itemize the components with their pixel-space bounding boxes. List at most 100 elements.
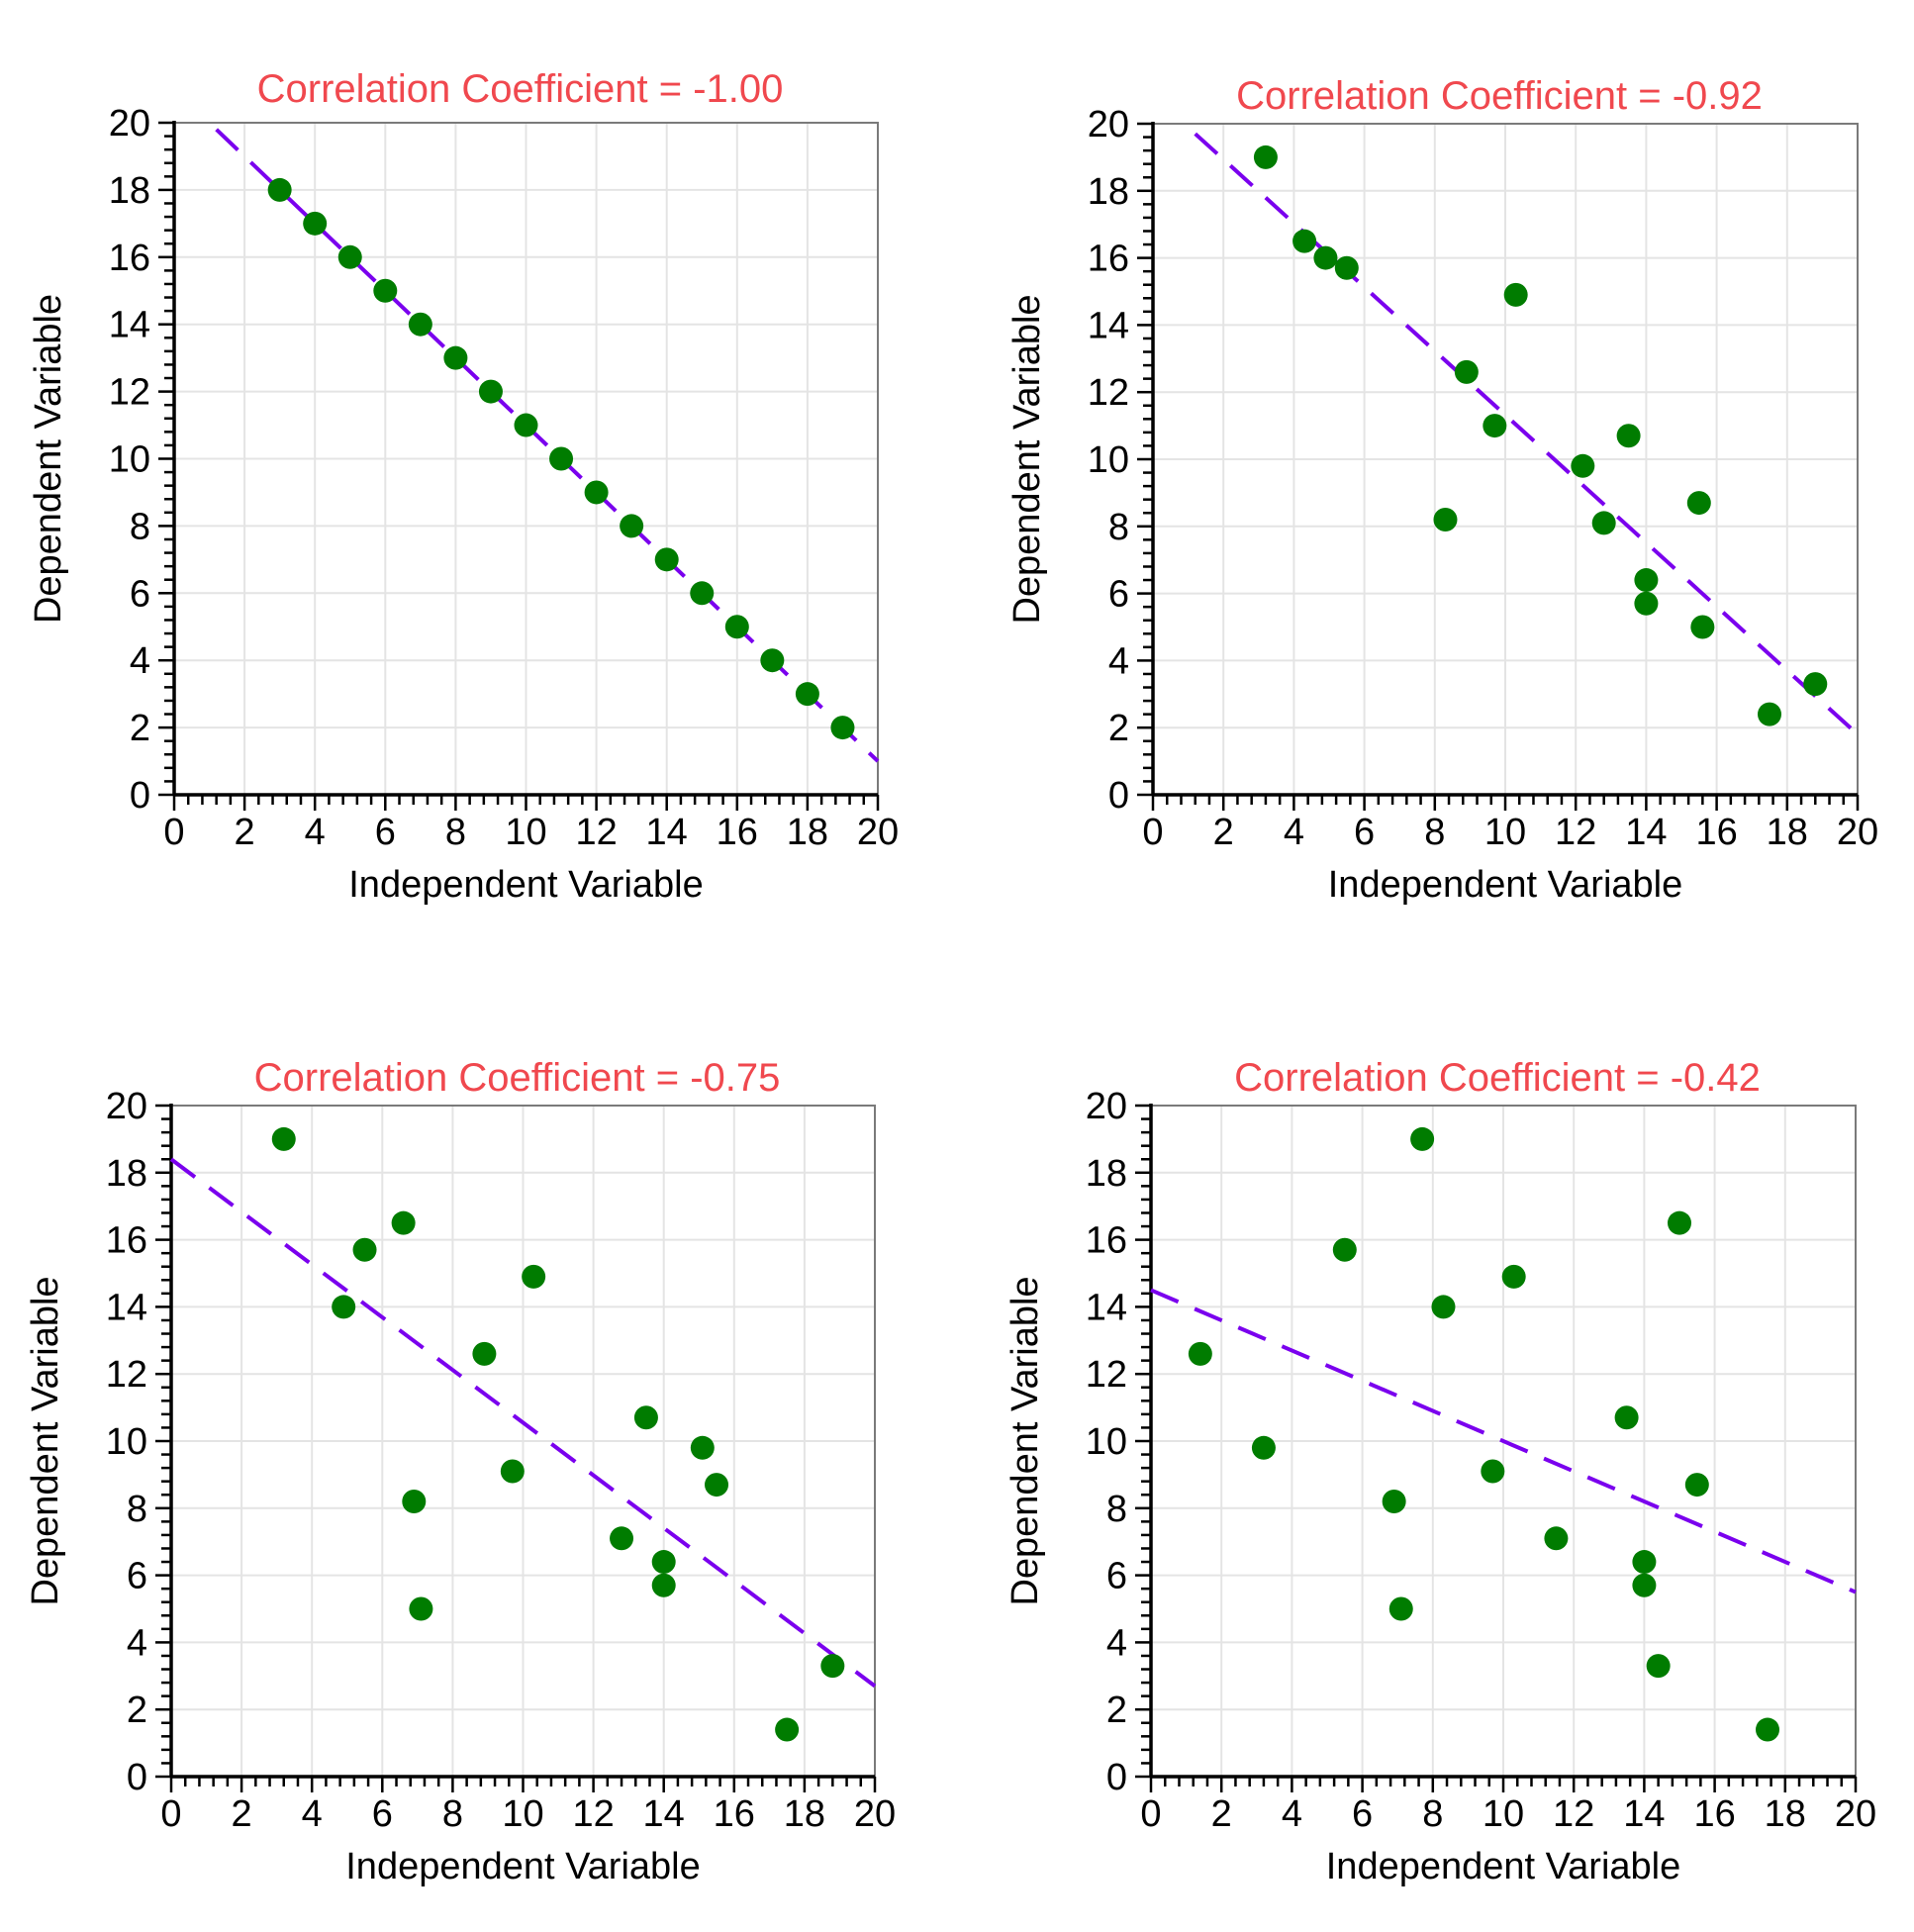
x-tick-label: 0 xyxy=(160,1793,181,1835)
x-axis-label: Independent Variable xyxy=(345,1846,700,1887)
data-point xyxy=(1668,1210,1691,1235)
y-tick-label: 14 xyxy=(109,305,150,346)
x-tick-label: 4 xyxy=(305,812,326,853)
x-tick-label: 20 xyxy=(857,812,899,853)
y-axis-label: Dependent Variable xyxy=(1006,294,1048,624)
y-tick-label: 6 xyxy=(127,1556,147,1597)
data-point xyxy=(724,615,749,639)
data-point xyxy=(1292,229,1317,253)
x-tick-label: 14 xyxy=(1623,1793,1665,1835)
data-point xyxy=(1251,1435,1276,1460)
x-tick-label: 2 xyxy=(235,812,255,853)
x-tick-label: 14 xyxy=(646,812,688,853)
data-point xyxy=(1634,568,1659,593)
panel-r-minus-0-42: 0 2 4 6 8 10 12 14 16 18 20 0 2 4 6 8 10 12 14 16 18 20 Indepe… xyxy=(1005,1056,1876,1887)
x-tick-label: 18 xyxy=(1765,1793,1806,1835)
y-tick-label: 0 xyxy=(127,1757,147,1798)
data-point xyxy=(1481,1459,1505,1484)
regression-line xyxy=(1150,1288,1857,1594)
data-point xyxy=(1686,491,1711,516)
y-tick-label: 18 xyxy=(1086,1153,1127,1195)
data-point xyxy=(1684,1473,1709,1497)
x-axis-label: Independent Variable xyxy=(1328,864,1682,906)
x-tick-label: 14 xyxy=(1625,812,1667,853)
x-tick-label: 18 xyxy=(784,1793,825,1835)
panel-r-minus-1-00: 0 2 4 6 8 10 12 14 16 18 20 0 2 4 6 8 10 12 14 16 18 20 Indepe… xyxy=(28,67,899,906)
data-point xyxy=(337,244,362,269)
data-point xyxy=(443,345,468,370)
data-point xyxy=(1188,1341,1212,1366)
regression-line xyxy=(169,1157,877,1689)
data-point xyxy=(1632,1550,1657,1575)
y-tick-label: 6 xyxy=(130,573,150,615)
data-point xyxy=(1431,1295,1456,1319)
data-point xyxy=(820,1654,845,1679)
x-tick-label: 2 xyxy=(1213,812,1234,853)
data-point xyxy=(514,413,538,437)
y-tick-label: 18 xyxy=(109,170,150,212)
x-tick-label: 0 xyxy=(1140,1793,1161,1835)
y-axis-label: Dependent Variable xyxy=(1005,1276,1046,1605)
data-point xyxy=(690,1435,715,1460)
y-tick-label: 14 xyxy=(1086,1287,1127,1328)
data-point xyxy=(610,1526,634,1551)
x-tick-label: 18 xyxy=(1767,812,1808,853)
x-tick-label: 14 xyxy=(643,1793,685,1835)
panel-r-minus-0-75: 0 2 4 6 8 10 12 14 16 18 20 0 2 4 6 8 10 12 14 16 18 20 Indepe… xyxy=(25,1056,896,1887)
data-point xyxy=(472,1341,497,1366)
data-point xyxy=(760,648,785,673)
x-tick-label: 16 xyxy=(1693,1793,1735,1835)
x-tick-label: 20 xyxy=(854,1793,896,1835)
data-point xyxy=(1433,508,1458,532)
data-point xyxy=(830,716,855,740)
y-tick-label: 16 xyxy=(1086,1220,1127,1262)
y-tick-label: 16 xyxy=(1088,239,1129,280)
data-point xyxy=(402,1490,427,1514)
y-axis-label: Dependent Variable xyxy=(25,1276,66,1605)
x-tick-label: 16 xyxy=(1695,812,1737,853)
data-point xyxy=(1616,424,1641,448)
x-tick-label: 20 xyxy=(1837,812,1878,853)
data-point xyxy=(705,1473,729,1497)
data-point xyxy=(391,1210,416,1235)
y-tick-label: 4 xyxy=(130,640,150,682)
y-tick-label: 0 xyxy=(130,775,150,817)
y-tick-label: 18 xyxy=(1088,171,1129,213)
data-point xyxy=(352,1237,377,1262)
x-tick-label: 10 xyxy=(502,1793,543,1835)
y-tick-label: 2 xyxy=(1106,1690,1127,1731)
data-point xyxy=(478,379,503,404)
panel-r-minus-0-92: 0 2 4 6 8 10 12 14 16 18 20 0 2 4 6 8 10 12 14 16 18 20 Indepe… xyxy=(1006,74,1878,906)
x-tick-label: 6 xyxy=(375,812,396,853)
data-point xyxy=(584,480,609,505)
data-point xyxy=(654,547,679,572)
data-point xyxy=(1410,1126,1435,1151)
data-point xyxy=(775,1717,800,1742)
data-point xyxy=(549,446,574,471)
y-tick-label: 20 xyxy=(1088,104,1129,145)
y-tick-label: 20 xyxy=(109,103,150,145)
x-tick-label: 16 xyxy=(714,1793,755,1835)
data-point xyxy=(267,177,292,202)
x-tick-label: 8 xyxy=(442,1793,463,1835)
y-tick-label: 20 xyxy=(106,1086,147,1127)
data-point xyxy=(1382,1490,1406,1514)
x-tick-label: 8 xyxy=(445,812,466,853)
chart-title: Correlation Coefficient = -1.00 xyxy=(257,67,784,111)
data-point xyxy=(303,211,328,236)
data-point xyxy=(1334,255,1359,280)
y-tick-label: 10 xyxy=(1088,439,1129,481)
x-tick-label: 12 xyxy=(572,1793,614,1835)
x-axis-label: Independent Variable xyxy=(348,864,703,906)
y-tick-label: 4 xyxy=(1108,640,1129,682)
y-tick-label: 2 xyxy=(127,1690,147,1731)
data-point xyxy=(271,1126,296,1151)
data-point xyxy=(522,1264,546,1289)
data-point xyxy=(1544,1526,1569,1551)
x-tick-label: 12 xyxy=(1553,1793,1594,1835)
x-tick-label: 0 xyxy=(163,812,184,853)
x-axis-label: Independent Variable xyxy=(1326,1846,1680,1887)
y-tick-label: 4 xyxy=(127,1622,147,1664)
x-tick-label: 4 xyxy=(1282,1793,1302,1835)
